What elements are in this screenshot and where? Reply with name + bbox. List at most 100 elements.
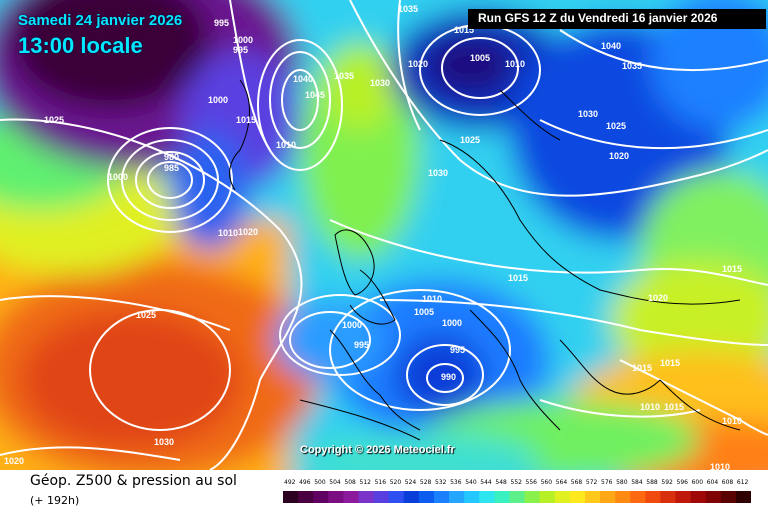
isobar-label: 1010 bbox=[710, 462, 730, 470]
color-scale-label: 588 bbox=[646, 479, 658, 486]
color-scale-label: 496 bbox=[299, 479, 311, 486]
color-scale-label: 556 bbox=[525, 479, 537, 486]
color-scale-label: 576 bbox=[601, 479, 613, 486]
isobar-label: 1020 bbox=[4, 456, 24, 466]
color-scale-swatch bbox=[720, 491, 737, 503]
color-scale-swatch bbox=[343, 491, 359, 503]
isobar-label: 1025 bbox=[136, 310, 156, 320]
legend-footer: Géop. Z500 & pression au sol (+ 192h) 49… bbox=[0, 470, 768, 512]
isobar-label: 1015 bbox=[454, 25, 474, 35]
geopotential-field bbox=[0, 0, 768, 470]
isobar-label: 1000 bbox=[442, 318, 462, 328]
isobar-label: 1000 bbox=[342, 320, 362, 330]
color-scale-swatch bbox=[298, 491, 314, 503]
run-info-label: Run GFS 12 Z du Vendredi 16 janvier 2026 bbox=[478, 11, 718, 25]
color-scale-swatch bbox=[479, 491, 495, 503]
color-scale-swatch bbox=[388, 491, 405, 503]
isobar-label: 1005 bbox=[414, 307, 434, 317]
color-scale-label: 524 bbox=[404, 479, 417, 486]
color-scale-swatch bbox=[600, 491, 616, 503]
copyright-label: Copyright © 2026 Meteociel.fr bbox=[300, 444, 455, 456]
color-scale-label: 528 bbox=[419, 479, 432, 486]
geopotential-map: 995 1000 995 1035 1015 1040 1035 1030 10… bbox=[0, 0, 768, 470]
color-scale-label: 540 bbox=[465, 479, 477, 486]
color-scale-swatch bbox=[690, 491, 707, 503]
isobar-label: 1015 bbox=[508, 273, 528, 283]
isobar-label: 1035 bbox=[334, 71, 354, 81]
color-scale-swatch bbox=[358, 491, 375, 503]
isobar-label: 1035 bbox=[622, 61, 642, 71]
valid-date-label: Samedi 24 janvier 2026 bbox=[18, 12, 183, 29]
color-scale-label: 512 bbox=[359, 479, 371, 486]
isobar-label: 1030 bbox=[578, 109, 598, 119]
color-scale-swatch bbox=[433, 491, 450, 503]
color-scale-label: 536 bbox=[450, 479, 462, 486]
color-scale-label: 612 bbox=[736, 479, 749, 486]
color-scale-label: 564 bbox=[555, 479, 568, 486]
isobar-label: 1030 bbox=[370, 78, 390, 88]
isobar-label: 1010 bbox=[722, 416, 742, 426]
color-scale-swatch bbox=[645, 491, 661, 503]
color-scale-swatch bbox=[615, 491, 631, 503]
color-scale-label: 504 bbox=[329, 479, 341, 486]
isobar-label: 995 bbox=[354, 340, 369, 350]
color-scale-swatch bbox=[735, 491, 751, 503]
isobar-label: 1005 bbox=[470, 53, 490, 63]
isobar-lines bbox=[0, 0, 768, 470]
color-scale-label: 520 bbox=[389, 479, 402, 486]
isobar-label: 1000 bbox=[208, 95, 228, 105]
color-scale-swatch bbox=[509, 491, 526, 503]
isobar-label: 1025 bbox=[606, 121, 626, 131]
isobar-label: 1000 bbox=[233, 35, 253, 45]
coastlines bbox=[229, 79, 741, 441]
color-scale-label: 516 bbox=[374, 479, 387, 486]
isobar-label: 1000 bbox=[108, 172, 128, 182]
color-scale-swatch bbox=[418, 491, 435, 503]
color-scale-swatch bbox=[584, 491, 601, 503]
color-scale-swatch bbox=[313, 491, 329, 503]
isobar-label-group: 995 1000 995 1035 1015 1040 1035 1030 10… bbox=[4, 4, 742, 470]
isobar-label: 995 bbox=[450, 345, 465, 355]
isobar-label: 1030 bbox=[428, 168, 448, 178]
color-scale-swatch bbox=[373, 491, 390, 503]
chart-title: Géop. Z500 & pression au sol bbox=[30, 473, 237, 489]
isobar-label: 980 bbox=[164, 152, 179, 162]
color-scale-label: 568 bbox=[570, 479, 583, 486]
color-scale-label: 592 bbox=[661, 479, 673, 486]
isobar-label: 1020 bbox=[408, 59, 428, 69]
color-scale-label: 508 bbox=[344, 479, 356, 486]
isobar-label: 1010 bbox=[218, 228, 238, 238]
local-time-label: 13:00 locale bbox=[18, 33, 143, 58]
color-scale-swatch bbox=[494, 491, 510, 503]
color-scale-label: 500 bbox=[314, 479, 326, 486]
color-scale-swatch bbox=[660, 491, 677, 503]
isobar-label: 985 bbox=[164, 163, 179, 173]
color-scale-label: 492 bbox=[284, 479, 296, 486]
isobar-label: 1045 bbox=[305, 90, 325, 100]
color-scale-label: 608 bbox=[721, 479, 734, 486]
color-scale-swatch bbox=[403, 491, 420, 503]
isobar-label: 1015 bbox=[722, 264, 742, 274]
isobar-label: 1020 bbox=[238, 227, 258, 237]
color-scale-swatch bbox=[569, 491, 586, 503]
color-scale-label: 552 bbox=[510, 479, 522, 486]
isobar-label: 1010 bbox=[505, 59, 525, 69]
color-scale-label: 544 bbox=[480, 479, 492, 486]
color-scale-label: 560 bbox=[540, 479, 553, 486]
color-scale-swatch bbox=[630, 491, 646, 503]
color-scale-bar bbox=[283, 491, 751, 503]
isobar-label: 1020 bbox=[648, 293, 668, 303]
color-scale-label: 596 bbox=[676, 479, 688, 486]
isobar-label: 1010 bbox=[276, 140, 296, 150]
color-scale-swatch bbox=[539, 491, 556, 503]
color-scale-swatch bbox=[675, 491, 692, 503]
isobar-label: 1015 bbox=[660, 358, 680, 368]
color-scale-swatch bbox=[449, 491, 465, 503]
forecast-lead-time: (+ 192h) bbox=[30, 494, 80, 507]
isobar-label: 1040 bbox=[601, 41, 621, 51]
isobar-label: 1010 bbox=[640, 402, 660, 412]
isobar-label: 1015 bbox=[632, 363, 652, 373]
color-scale-label: 548 bbox=[495, 479, 507, 486]
isobar-label: 1010 bbox=[422, 294, 442, 304]
